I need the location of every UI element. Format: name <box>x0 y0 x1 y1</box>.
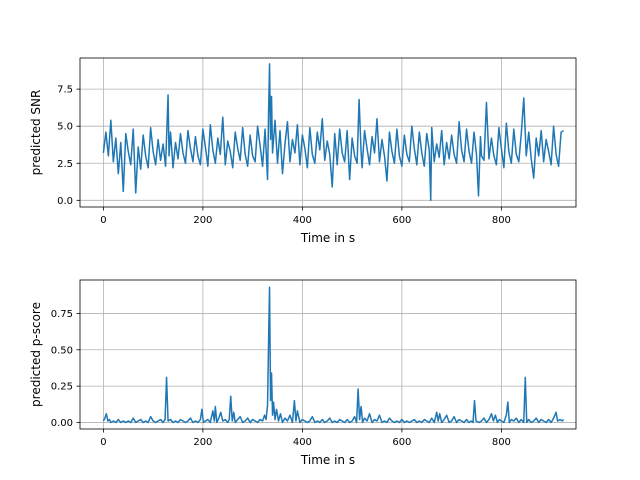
snr-y-tick-label: 2.5 <box>57 159 73 170</box>
pscore-x-axis-label: Time in s <box>300 453 355 467</box>
pscore-x-tick-label: 600 <box>392 437 411 448</box>
snr-x-tick-label: 200 <box>193 215 212 226</box>
snr-x-ticks: 0 200 400 600 800 <box>100 207 511 226</box>
pscore-y-tick-label: 0.00 <box>51 418 73 429</box>
snr-plot-frame <box>79 57 577 208</box>
snr-y-axis-label: predicted SNR <box>29 90 43 176</box>
pscore-x-tick-label: 200 <box>193 437 212 448</box>
pscore-y-axis-label: predicted p-score <box>29 302 43 407</box>
snr-series-line <box>102 63 564 202</box>
pscore-chart: 0 200 400 600 800 0.00 0.25 0.50 0.75 Time in s… <box>29 279 577 467</box>
snr-y-tick-label: 0.0 <box>57 196 73 207</box>
pscore-plot-frame <box>79 279 577 430</box>
snr-y-tick-label: 7.5 <box>57 85 73 96</box>
pscore-y-tick-label: 0.50 <box>51 345 73 356</box>
snr-x-tick-label: 800 <box>492 215 511 226</box>
snr-y-ticks: 0.0 2.5 5.0 7.5 <box>57 85 80 207</box>
snr-chart: 0 200 400 600 800 0.0 2.5 5.0 7.5 Time in s pre… <box>29 57 577 245</box>
pscore-x-tick-label: 800 <box>492 437 511 448</box>
pscore-y-tick-label: 0.75 <box>51 309 73 320</box>
snr-x-tick-label: 400 <box>293 215 312 226</box>
pscore-y-ticks: 0.00 0.25 0.50 0.75 <box>51 309 80 429</box>
pscore-x-tick-label: 0 <box>100 437 106 448</box>
pscore-x-tick-label: 400 <box>293 437 312 448</box>
pscore-y-tick-label: 0.25 <box>51 382 73 393</box>
snr-x-tick-label: 0 <box>100 215 106 226</box>
pscore-series-line <box>102 286 565 424</box>
pscore-x-ticks: 0 200 400 600 800 <box>100 429 511 448</box>
snr-y-tick-label: 5.0 <box>57 122 73 133</box>
snr-x-axis-label: Time in s <box>300 231 355 245</box>
snr-x-tick-label: 600 <box>392 215 411 226</box>
